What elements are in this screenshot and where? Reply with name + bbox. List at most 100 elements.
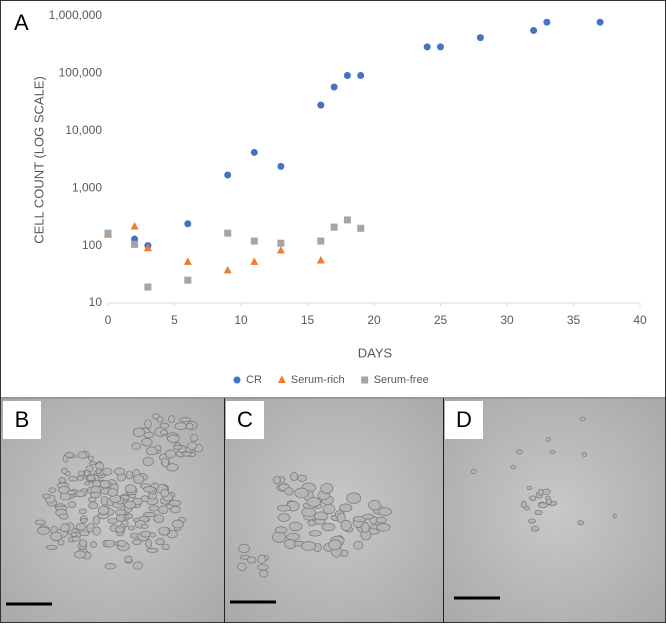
cell — [140, 495, 150, 503]
marker — [224, 229, 232, 237]
cell — [68, 475, 78, 482]
cell — [100, 495, 109, 506]
cell — [160, 429, 168, 436]
cell — [77, 451, 88, 459]
cell — [64, 452, 75, 458]
marker — [130, 222, 139, 230]
x-tick-label: 10 — [234, 313, 248, 327]
cell — [76, 475, 85, 481]
cell — [74, 550, 87, 559]
cell — [154, 444, 162, 451]
cell — [104, 539, 116, 548]
x-tick-label: 15 — [301, 313, 315, 327]
cell — [361, 522, 370, 533]
cell — [95, 462, 105, 470]
cell — [189, 434, 199, 442]
panel-label: C — [237, 407, 253, 432]
cell — [520, 500, 527, 509]
cell — [133, 474, 145, 484]
cell — [84, 470, 90, 477]
cell — [301, 541, 316, 551]
marker — [317, 237, 325, 245]
marker — [223, 265, 232, 274]
cell — [470, 468, 477, 474]
cell — [294, 487, 309, 499]
cell — [290, 472, 299, 481]
cell — [88, 501, 98, 510]
cell — [123, 500, 136, 509]
y-tick-label: 100 — [82, 238, 102, 252]
cell — [167, 434, 180, 443]
panel-label: B — [15, 407, 30, 432]
cell — [80, 518, 88, 524]
cell — [146, 446, 158, 456]
cell — [549, 450, 556, 455]
cell — [378, 507, 392, 516]
cell — [155, 538, 165, 546]
cell — [107, 517, 118, 524]
marker — [184, 220, 192, 228]
cell — [57, 539, 65, 546]
cell — [259, 569, 269, 578]
cell — [58, 477, 66, 484]
cell — [161, 457, 170, 468]
cell — [375, 516, 387, 524]
legend-label: Serum-free — [374, 374, 429, 386]
cell — [307, 519, 316, 527]
legend-label: Serum-rich — [291, 374, 345, 386]
label-box — [3, 401, 41, 439]
y-tick-label: 1,000 — [72, 180, 102, 194]
marker — [343, 71, 351, 79]
cell — [158, 526, 170, 536]
cell — [529, 495, 537, 502]
cell — [148, 505, 160, 512]
cell — [75, 523, 87, 531]
cell — [516, 449, 523, 455]
cell — [114, 467, 125, 476]
marker — [131, 240, 139, 248]
legend-label: CR — [246, 374, 262, 386]
cell — [174, 422, 187, 430]
legend-marker — [277, 375, 286, 383]
cell — [70, 532, 78, 537]
marker — [343, 216, 351, 224]
marker — [596, 18, 604, 26]
cell — [145, 539, 152, 549]
cell — [71, 536, 81, 542]
cell — [545, 437, 551, 442]
x-tick-label: 35 — [567, 313, 581, 327]
cell — [125, 470, 134, 480]
marker — [184, 276, 192, 284]
cell — [153, 514, 165, 524]
marker — [316, 256, 325, 264]
cell — [581, 452, 588, 457]
marker — [224, 171, 232, 179]
marker — [330, 83, 338, 91]
cell — [168, 499, 182, 507]
cell — [288, 521, 303, 532]
cell — [339, 503, 353, 513]
marker — [183, 257, 192, 265]
legend-marker — [233, 376, 241, 384]
cell — [309, 530, 322, 537]
x-tick-label: 25 — [434, 313, 448, 327]
cell — [320, 483, 334, 494]
marker — [277, 239, 285, 247]
marker — [317, 101, 325, 109]
marker — [276, 246, 285, 254]
cell — [277, 504, 292, 512]
cell — [185, 422, 194, 430]
cell — [159, 422, 169, 429]
cell — [78, 470, 85, 477]
cell — [168, 415, 176, 423]
cell — [107, 488, 118, 497]
cell — [577, 520, 584, 526]
cell — [48, 487, 57, 493]
cell — [92, 526, 102, 536]
cell — [89, 461, 97, 466]
image-panels: B C D — [1, 398, 665, 623]
cell — [545, 498, 553, 505]
cell — [132, 539, 142, 545]
cell — [537, 489, 544, 496]
cell — [156, 416, 164, 423]
